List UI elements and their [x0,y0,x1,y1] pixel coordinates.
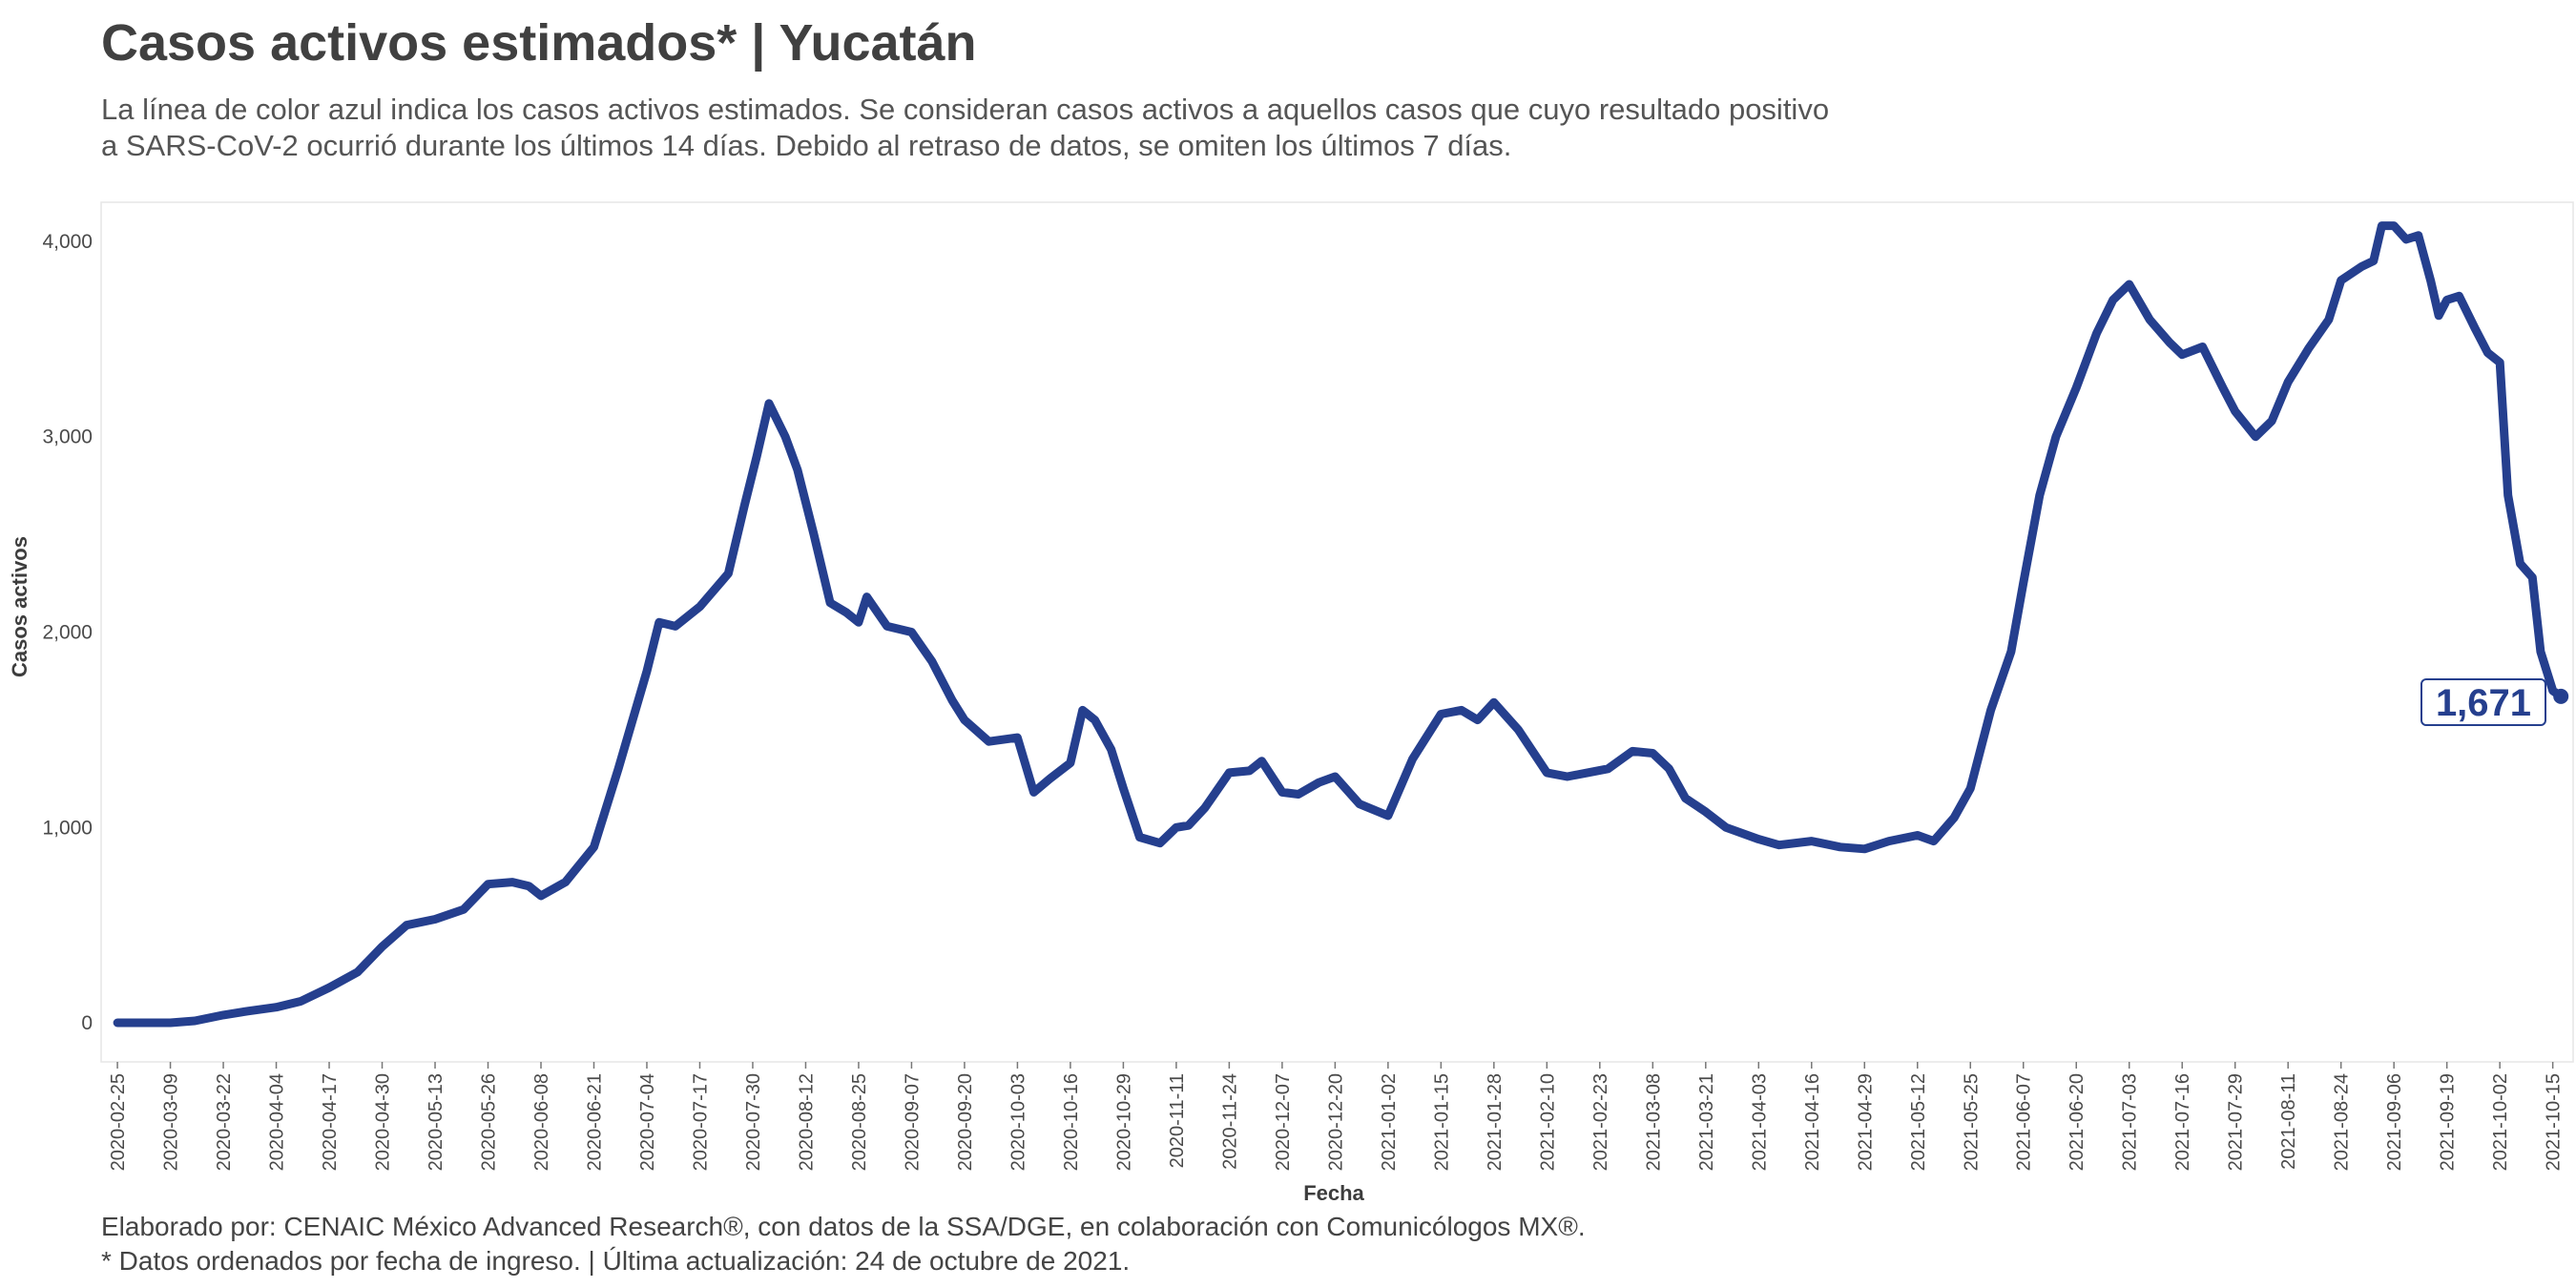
x-tick-label: 2021-05-25 [1961,1073,1982,1171]
y-tick-label: 0 [81,1012,93,1034]
x-tick-label: 2021-10-02 [2490,1073,2511,1171]
x-tick-label: 2020-07-30 [743,1073,764,1171]
x-tick-label: 2020-11-24 [1219,1073,1240,1170]
x-tick-label: 2020-04-17 [320,1073,341,1171]
x-tick-label: 2021-09-19 [2438,1073,2459,1171]
x-tick-label: 2020-12-07 [1273,1073,1294,1171]
y-axis: 0 1,000 2,000 3,000 4,000 [42,231,93,1034]
x-axis: 2020-02-25 2020-03-09 2020-03-22 2020-04-04… [108,1062,2565,1171]
x-tick-label: 2020-05-26 [479,1073,500,1171]
y-tick-label: 3,000 [42,426,93,448]
x-tick-label: 2021-09-06 [2384,1073,2405,1171]
x-tick-label: 2021-04-03 [1749,1073,1770,1171]
x-tick-label: 2020-07-17 [690,1073,711,1171]
x-tick-label: 2021-01-02 [1379,1073,1400,1171]
x-tick-label: 2021-06-20 [2067,1073,2088,1171]
x-axis-title: Fecha [1303,1181,1364,1205]
x-tick-label: 2020-08-25 [849,1073,870,1171]
x-tick-label: 2021-05-12 [1908,1073,1929,1171]
x-tick-label: 2020-11-11 [1167,1073,1188,1168]
end-label: 1,671 [2436,682,2531,724]
subtitle-line-2: a SARS-CoV-2 ocurrió durante los últimos… [101,129,1512,162]
x-tick-label: 2021-04-29 [1855,1073,1876,1171]
x-tick-label: 2020-07-04 [637,1073,658,1171]
caption-line-2: * Datos ordenados por fecha de ingreso. … [101,1246,1131,1276]
x-tick-label: 2020-06-08 [531,1073,552,1171]
x-tick-label: 2021-03-21 [1696,1073,1717,1171]
x-tick-label: 2021-01-28 [1485,1073,1506,1171]
chart-title: Casos activos estimados* | Yucatán [101,14,977,72]
x-tick-label: 2020-05-13 [426,1073,447,1171]
x-tick-label: 2020-09-20 [955,1073,976,1171]
x-tick-label: 2021-07-16 [2172,1073,2193,1171]
x-tick-label: 2020-03-22 [214,1073,235,1171]
x-tick-label: 2021-04-16 [1802,1073,1823,1171]
y-tick-label: 1,000 [42,817,93,839]
x-tick-label: 2020-02-25 [108,1073,129,1171]
y-tick-label: 4,000 [42,231,93,253]
caption-line-1: Elaborado por: CENAIC México Advanced Re… [101,1212,1586,1241]
x-tick-label: 2021-10-15 [2544,1073,2565,1171]
x-tick-label: 2020-04-30 [373,1073,394,1171]
x-tick-label: 2020-09-07 [902,1073,923,1171]
x-tick-label: 2020-10-29 [1113,1073,1134,1171]
x-tick-label: 2020-10-16 [1061,1073,1082,1171]
subtitle-line-1: La línea de color azul indica los casos … [101,93,1830,126]
x-tick-label: 2021-03-08 [1643,1073,1664,1171]
x-tick-label: 2020-06-21 [584,1073,605,1171]
x-tick-label: 2021-02-10 [1537,1073,1558,1171]
x-tick-label: 2021-06-07 [2014,1073,2035,1171]
x-tick-label: 2020-10-03 [1008,1073,1028,1171]
plot-panel [100,201,2574,1063]
x-tick-label: 2021-07-29 [2226,1073,2247,1171]
y-axis-title: Casos activos [8,536,31,677]
x-tick-label: 2020-08-12 [796,1073,817,1171]
y-tick-label: 2,000 [42,622,93,644]
end-label-box [2420,678,2546,726]
x-tick-label: 2020-12-20 [1325,1073,1346,1171]
x-tick-label: 2021-01-15 [1431,1073,1452,1171]
x-tick-label: 2021-08-11 [2278,1073,2299,1170]
chart-subtitle: La línea de color azul indica los casos … [101,92,1914,164]
end-point-marker [2553,688,2569,704]
x-tick-label: 2021-02-23 [1590,1073,1611,1171]
series-line [113,221,2566,1028]
x-tick-label: 2021-07-03 [2120,1073,2141,1171]
x-tick-label: 2021-08-24 [2332,1073,2353,1171]
x-tick-label: 2020-03-09 [161,1073,182,1171]
x-tick-label: 2020-04-04 [267,1073,288,1171]
caption: Elaborado por: CENAIC México Advanced Re… [101,1210,1586,1278]
